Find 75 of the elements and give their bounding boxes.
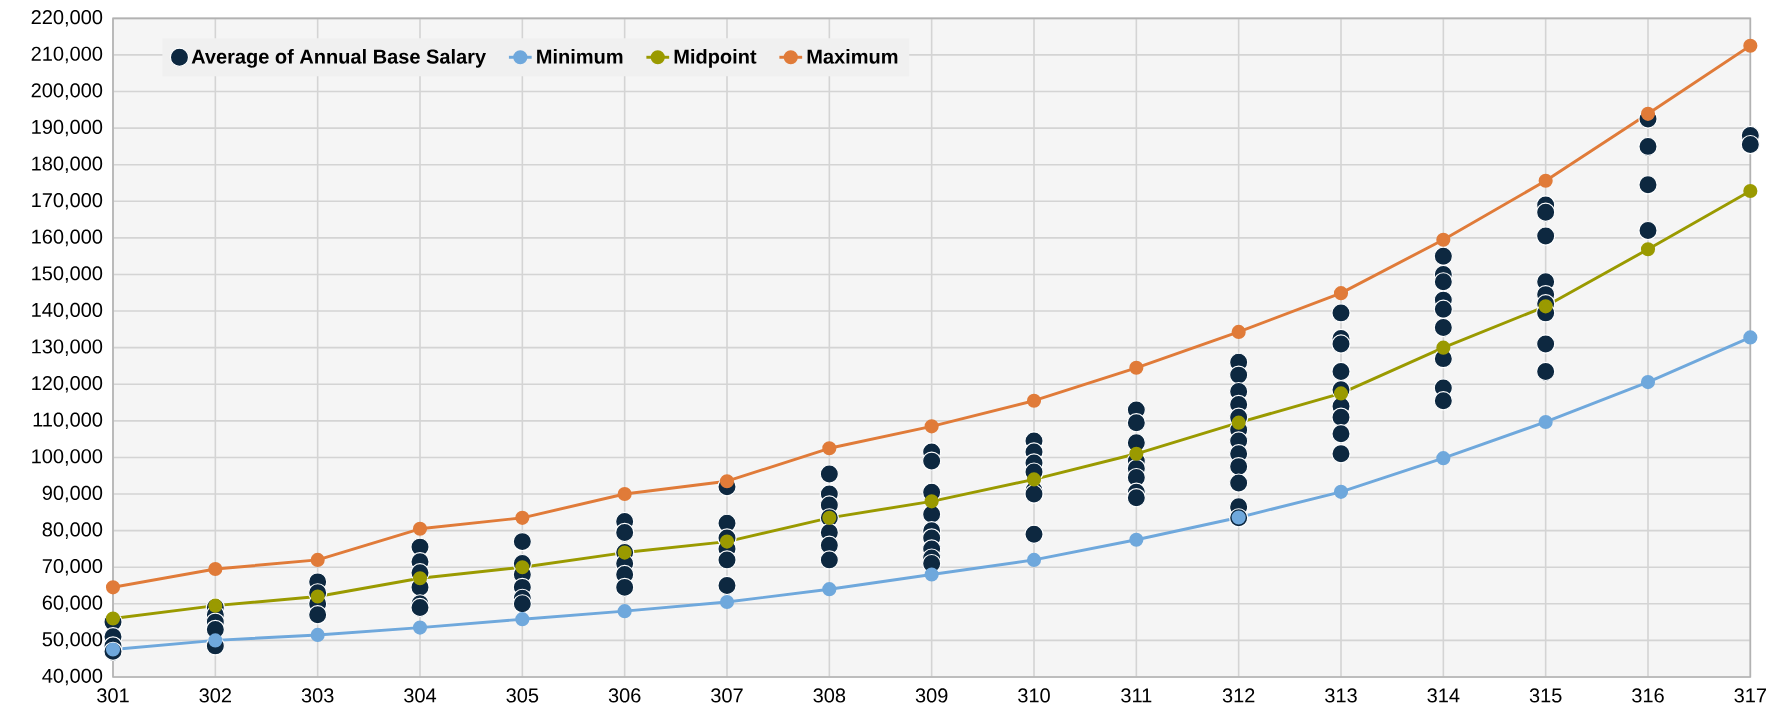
point: [1743, 330, 1758, 345]
y-tick-label: 110,000: [33, 412, 103, 430]
y-tick-label: 130,000: [32, 339, 103, 356]
y-tick-label: 100,000: [32, 449, 103, 466]
point: [924, 419, 939, 434]
point: [1538, 173, 1553, 188]
y-tick-label: 210,000: [31, 46, 103, 64]
point: [208, 561, 223, 577]
point: [515, 510, 530, 525]
y-tick-label: 200,000: [31, 83, 103, 100]
x-tick-label: 312: [1222, 688, 1255, 703]
point: [105, 580, 121, 595]
point: [1640, 242, 1656, 257]
point: [1538, 414, 1553, 430]
x-tick-label: 303: [301, 688, 334, 703]
point: [617, 486, 632, 502]
x-tick-label: 310: [1018, 688, 1050, 703]
y-tick-label: 60,000: [42, 595, 103, 613]
x-tick-label: 304: [404, 688, 437, 703]
point: [1436, 451, 1451, 466]
y-tick-label: 40,000: [42, 668, 103, 686]
x-tick-label: 301: [97, 688, 129, 703]
y-tick-label: 90,000: [42, 485, 103, 503]
legend-label: Average of Annual Base Salary: [191, 49, 486, 68]
x-tick-label: 302: [199, 688, 232, 703]
x-tick-label: 316: [1632, 688, 1664, 703]
point: [1333, 484, 1349, 499]
point: [1026, 393, 1042, 408]
y-tick-label: 220,000: [31, 10, 103, 27]
point: [1743, 38, 1758, 53]
y-tick-label: 180,000: [32, 156, 103, 173]
point: [310, 552, 325, 567]
point: [1231, 324, 1246, 339]
x-tick-label: 307: [711, 688, 743, 703]
legend-label: Minimum: [537, 49, 623, 64]
x-tick-label: 308: [813, 688, 846, 703]
point: [822, 441, 837, 456]
x-tick-label: 306: [608, 688, 641, 703]
point: [1743, 183, 1758, 199]
y-tick-label: 160,000: [32, 229, 103, 247]
x-tick-label: 313: [1325, 688, 1357, 703]
point: [105, 611, 121, 626]
point: [412, 521, 428, 536]
point: [822, 582, 837, 597]
x-tick-label: 309: [915, 688, 948, 703]
point: [1640, 374, 1656, 390]
point: [719, 534, 735, 549]
point: [310, 627, 325, 642]
x-tick-label: 315: [1529, 688, 1562, 703]
y-tick-label: 190,000: [32, 119, 103, 137]
y-tick-label: 170,000: [32, 193, 103, 210]
y-tick-label: 80,000: [42, 522, 103, 539]
y-tick-label: 150,000: [32, 266, 103, 283]
x-tick-label: 314: [1427, 688, 1460, 703]
x-tick-label: 305: [506, 688, 539, 703]
point: [719, 594, 735, 610]
point: [515, 560, 530, 575]
legend-label: Midpoint: [674, 49, 757, 68]
point: [208, 598, 223, 613]
y-tick-label: 70,000: [42, 558, 103, 576]
y-tick-label: 50,000: [42, 632, 103, 649]
point: [310, 589, 325, 604]
x-tick-label: 317: [1734, 688, 1767, 703]
point: [1333, 286, 1349, 301]
point: [412, 620, 428, 635]
point: [1129, 532, 1144, 547]
point: [515, 612, 530, 627]
point: [1436, 232, 1451, 247]
point: [617, 604, 632, 619]
legend-label: Maximum: [807, 49, 898, 64]
point: [1026, 552, 1042, 567]
y-tick-label: 120,000: [32, 375, 103, 393]
x-tick-label: 311: [1121, 688, 1152, 703]
point: [1129, 360, 1144, 375]
y-tick-label: 140,000: [32, 302, 103, 320]
